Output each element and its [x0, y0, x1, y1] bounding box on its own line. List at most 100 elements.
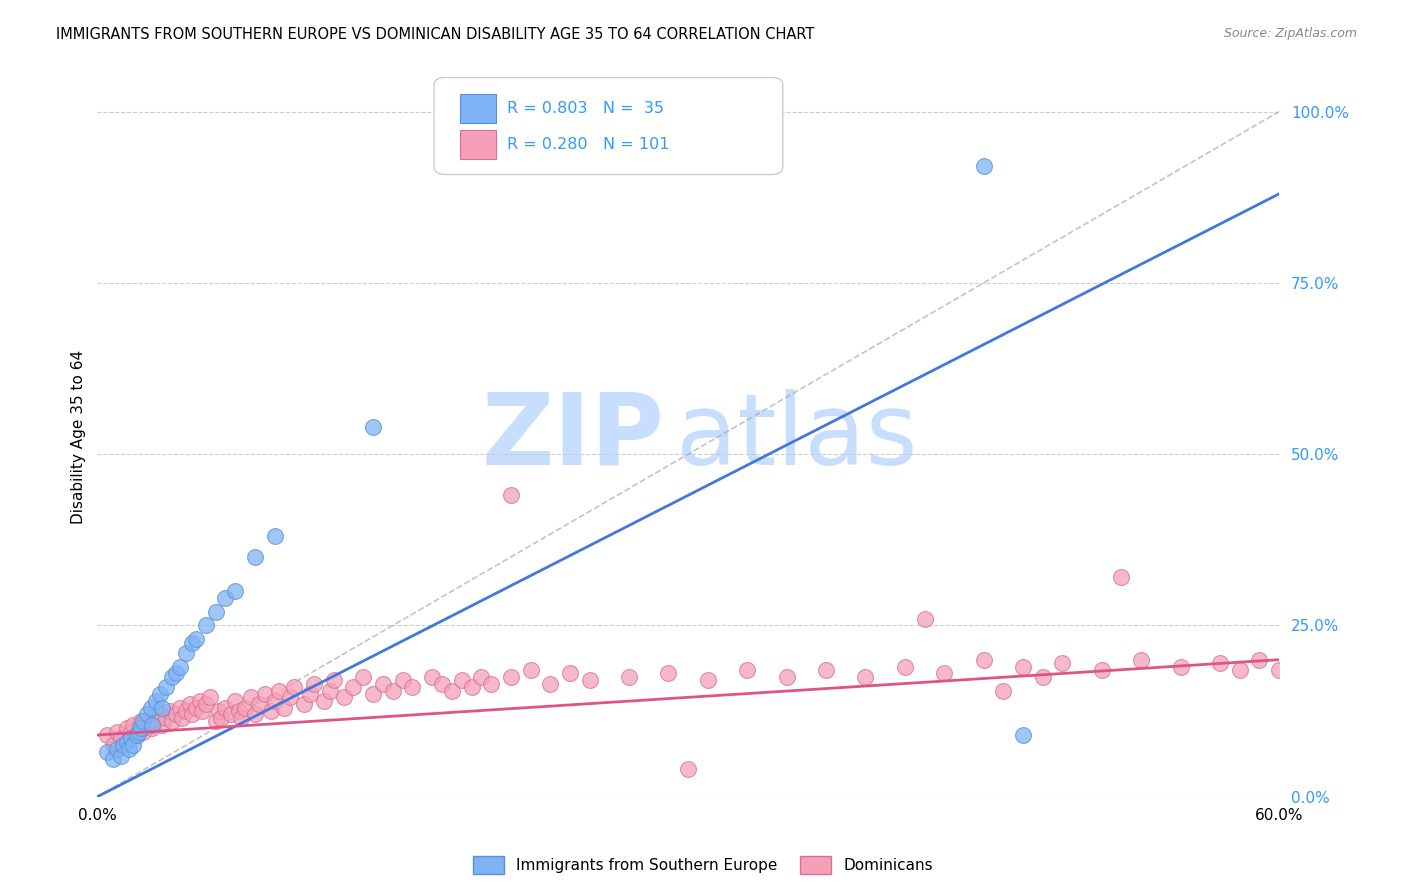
Point [696, 673, 718, 688]
Point [1032, 670, 1054, 684]
Point [253, 687, 276, 701]
Point [101, 739, 124, 753]
Point [139, 711, 162, 725]
Point [243, 549, 266, 564]
Point [430, 676, 453, 690]
Point [145, 694, 167, 708]
Point [96, 745, 118, 759]
Text: IMMIGRANTS FROM SOUTHERN EUROPE VS DOMINICAN DISABILITY AGE 35 TO 64 CORRELATION: IMMIGRANTS FROM SOUTHERN EUROPE VS DOMIN… [56, 27, 814, 42]
Point [160, 714, 183, 729]
Point [1130, 653, 1153, 667]
Point [209, 711, 232, 725]
Point [135, 718, 157, 732]
Point [194, 618, 217, 632]
Point [233, 700, 256, 714]
Point [260, 704, 283, 718]
Point [1209, 656, 1232, 670]
Point [499, 670, 522, 684]
Point [391, 673, 413, 688]
Y-axis label: Disability Age 35 to 64: Disability Age 35 to 64 [72, 350, 86, 524]
Point [470, 670, 492, 684]
Point [110, 748, 132, 763]
Point [180, 635, 202, 649]
Point [141, 718, 163, 732]
Point [224, 694, 246, 708]
Point [617, 670, 640, 684]
Point [125, 728, 148, 742]
Point [214, 700, 236, 714]
Point [973, 653, 995, 667]
Point [174, 704, 197, 718]
Point [420, 670, 443, 684]
Text: R = 0.803   N =  35: R = 0.803 N = 35 [508, 101, 665, 116]
Point [165, 707, 187, 722]
Point [198, 690, 221, 705]
Point [101, 752, 124, 766]
Point [194, 697, 217, 711]
Point [229, 711, 252, 725]
Point [914, 611, 936, 625]
Point [131, 724, 153, 739]
Point [135, 707, 157, 722]
Point [145, 714, 167, 729]
Point [247, 697, 270, 711]
Point [105, 724, 128, 739]
Point [169, 659, 191, 673]
Point [302, 676, 325, 690]
Point [131, 714, 153, 729]
Point [450, 673, 472, 688]
Point [973, 160, 995, 174]
Point [371, 676, 394, 690]
Point [1111, 570, 1133, 584]
Text: R = 0.280   N = 101: R = 0.280 N = 101 [508, 136, 669, 152]
Point [361, 687, 384, 701]
Point [118, 741, 141, 756]
Point [110, 731, 132, 746]
Point [180, 707, 202, 722]
Point [1012, 728, 1035, 742]
Point [155, 680, 177, 694]
Point [169, 700, 191, 714]
Point [263, 529, 285, 543]
Point [243, 707, 266, 722]
Point [214, 591, 236, 605]
FancyBboxPatch shape [460, 94, 495, 123]
Point [855, 670, 877, 684]
Point [894, 659, 917, 673]
Point [322, 673, 344, 688]
Point [479, 676, 502, 690]
Point [292, 697, 315, 711]
Point [312, 694, 335, 708]
Point [440, 683, 463, 698]
Point [111, 739, 134, 753]
Point [129, 721, 152, 735]
Point [775, 670, 797, 684]
Point [934, 666, 956, 681]
Point [352, 670, 374, 684]
Point [128, 721, 150, 735]
Point [165, 666, 187, 681]
Point [361, 419, 384, 434]
Point [219, 707, 242, 722]
Point [188, 694, 211, 708]
Text: atlas: atlas [676, 389, 918, 485]
Point [381, 683, 404, 698]
Point [239, 690, 262, 705]
Point [141, 721, 163, 735]
Point [224, 584, 246, 599]
Point [149, 687, 172, 701]
Point [263, 694, 285, 708]
Point [815, 663, 838, 677]
Point [105, 741, 128, 756]
Point [273, 700, 295, 714]
Point [96, 728, 118, 742]
Point [179, 697, 201, 711]
Point [150, 700, 173, 714]
Point [115, 721, 138, 735]
Point [1229, 663, 1251, 677]
Point [676, 762, 699, 776]
Point [538, 676, 561, 690]
Point [128, 724, 150, 739]
Point [121, 718, 143, 732]
FancyBboxPatch shape [434, 78, 783, 175]
